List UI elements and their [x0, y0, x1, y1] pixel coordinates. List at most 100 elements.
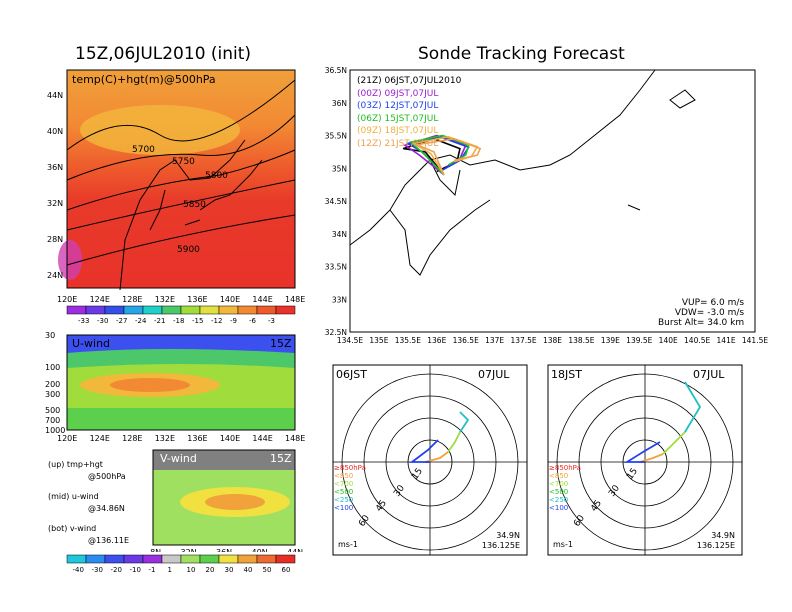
track-map-xticks: 134.5E 135E 135.5E 136E 136.5E 137E 137.5E 138E… — [337, 336, 768, 345]
contour-5700: 5700 — [132, 145, 155, 155]
track-ytick: 36.5N — [325, 66, 347, 75]
wind-colorbar-swatch — [161, 554, 182, 564]
u-xtick: 136E — [187, 434, 207, 443]
track-xtick: 135E — [369, 336, 388, 345]
hodo-trace — [662, 431, 686, 455]
level-legend: <850 — [334, 472, 353, 480]
track-ytick: 34N — [332, 230, 347, 239]
wind-colorbar-label: 30 — [225, 566, 234, 574]
temp-map-panel: temp(C)+hgt(m)@500hPa 5700 5750 5800 585… — [47, 69, 305, 304]
temp-colorbar-label: -3 — [268, 317, 275, 325]
track-xtick: 139E — [601, 336, 620, 345]
vup-text: VUP= 6.0 m/s — [681, 298, 745, 308]
u-xtick: 124E — [90, 434, 110, 443]
legend-03z: (03Z) 12JST,07JUL — [357, 101, 439, 112]
hodo-unit: ms-1 — [553, 540, 573, 549]
u-xtick: 140E — [220, 434, 240, 443]
track-xtick: 136.5E — [453, 336, 479, 345]
temp-colorbar-label: -12 — [211, 317, 222, 325]
wind-colorbar-label: -20 — [111, 566, 122, 574]
u-xtick: 132E — [155, 434, 175, 443]
wind-colorbar-swatch — [218, 554, 239, 564]
temp-colorbar-swatch — [199, 305, 220, 315]
u-wind-time: 15Z — [270, 337, 292, 350]
track-xtick: 140.5E — [684, 336, 710, 345]
u-ytick: 1000 — [45, 426, 65, 435]
level-legend: <500 — [334, 488, 353, 496]
u-xtick: 144E — [252, 434, 272, 443]
hodo-time: 18JST — [551, 368, 582, 381]
wind-colorbar-swatch — [104, 554, 125, 564]
hodo-trace — [459, 411, 470, 433]
wind-colorbar-label: 50 — [263, 566, 272, 574]
temp-xtick: 128E — [122, 295, 142, 304]
wind-colorbar-swatch — [199, 554, 220, 564]
wind-colorbar-label: 20 — [206, 566, 215, 574]
note-up: (up) tmp+hgt — [48, 460, 103, 469]
wind-colorbar-swatch — [66, 554, 87, 564]
temp-colorbar-label: -9 — [230, 317, 237, 325]
hodo-station-lon: 136.125E — [697, 541, 735, 550]
track-xtick: 138E — [543, 336, 562, 345]
temp-ytick: 40N — [47, 127, 63, 136]
hodo-trace — [684, 381, 702, 433]
temp-map-xticks: 120E 124E 128E 132E 136E 140E 144E 148E — [57, 295, 305, 304]
track-xtick: 136E — [427, 336, 446, 345]
track-ytick: 35N — [332, 164, 347, 173]
level-legend: <700 — [334, 480, 353, 488]
track-ytick: 36N — [332, 99, 347, 108]
ascent-info: VUP= 6.0 m/s VDW= -3.0 m/s Burst Alt= 34… — [658, 298, 744, 328]
level-legend: <100 — [334, 504, 353, 512]
temp-colorbar-label: -24 — [135, 317, 147, 325]
temp-xtick: 144E — [252, 295, 272, 304]
u-wind-panel: U-wind 15Z 120E 124E 128E 132E 136E 140E 144E 1… — [45, 331, 305, 443]
level-legend: ≥850hPa — [334, 464, 366, 472]
temp-ytick: 36N — [47, 163, 63, 172]
contour-5850: 5850 — [183, 200, 206, 210]
contour-5900: 5900 — [177, 245, 200, 255]
temp-colorbar-label: -18 — [173, 317, 184, 325]
hodograph-06jst: 06JST 07JULms-134.9N136.125E15304560≥850h… — [332, 364, 528, 556]
hodo-trace — [639, 453, 664, 463]
left-title: 15Z,06JUL2010 (init) — [75, 44, 252, 64]
level-legend: <500 — [549, 488, 568, 496]
wind-colorbar-swatch — [180, 554, 201, 564]
u-ytick: 700 — [45, 416, 60, 425]
temp-colorbar-label: -15 — [192, 317, 203, 325]
level-legend: <850 — [549, 472, 568, 480]
hodo-date: 07JUL — [478, 368, 510, 381]
level-legend: <250 — [334, 496, 353, 504]
temp-colorbar-swatch — [142, 305, 163, 315]
u-ytick: 500 — [45, 406, 60, 415]
v-xtick: 28N — [150, 548, 161, 552]
track-06z — [409, 134, 470, 176]
track-xtick: 138.5E — [568, 336, 594, 345]
track-xtick: 135.5E — [395, 336, 421, 345]
right-title: Sonde Tracking Forecast — [418, 44, 625, 64]
track-xtick: 137E — [485, 336, 504, 345]
u-ytick: 300 — [45, 390, 60, 399]
hodo-trace — [424, 451, 449, 463]
temp-ytick: 24N — [47, 271, 63, 280]
wind-colorbar-label: -30 — [92, 566, 103, 574]
legend-21z: (21Z) 06JST,07JUL2010 — [357, 76, 462, 86]
legend-12z: (12Z) 21JST,07JUL — [357, 138, 439, 149]
temp-colorbar-swatch — [66, 305, 87, 315]
wind-colorbar-label: 40 — [244, 566, 253, 574]
hodo-date: 07JUL — [693, 368, 725, 381]
temp-ytick: 28N — [47, 235, 63, 244]
hodo-trace — [447, 431, 461, 453]
note-up-2: @500hPa — [88, 472, 126, 481]
hodo-station-lat: 34.9N — [496, 531, 520, 540]
temp-colorbar-label: -27 — [116, 317, 127, 325]
temp-colorbar-label: -21 — [154, 317, 165, 325]
temp-colorbar-label: -33 — [78, 317, 89, 325]
legend-06z: (06Z) 15JST,07JUL — [357, 113, 439, 124]
track-xtick: 137.5E — [510, 336, 536, 345]
temp-xtick: 148E — [285, 295, 305, 304]
level-legend: <700 — [549, 480, 568, 488]
hodo-station-lat: 34.9N — [711, 531, 735, 540]
v-wind-title: V-wind — [160, 452, 197, 465]
